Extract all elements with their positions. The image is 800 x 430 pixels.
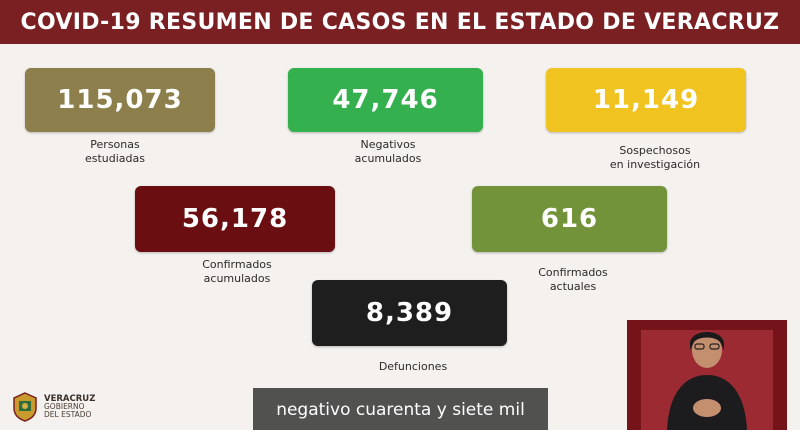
sign-language-interpreter-video — [627, 320, 787, 430]
stat-label-negativos-acumulados: Negativos acumulados — [333, 138, 443, 166]
stat-value: 11,149 — [592, 85, 700, 115]
label-line: estudiadas — [84, 152, 146, 165]
label-line: acumulados — [203, 272, 271, 285]
stat-value: 47,746 — [332, 85, 439, 115]
stat-box-negativos-acumulados: 47,746 — [288, 68, 483, 132]
live-caption: negativo cuarenta y siete mil — [253, 388, 548, 430]
page-title: COVID-19 RESUMEN DE CASOS EN EL ESTADO D… — [20, 9, 780, 35]
label-line: Confirmados — [538, 266, 608, 279]
stat-box-confirmados-acumulados: 56,178 — [135, 186, 335, 252]
stat-value: 115,073 — [57, 85, 183, 115]
label-line: acumulados — [354, 152, 422, 165]
caption-text: negativo cuarenta y siete mil — [276, 400, 525, 420]
stat-label-confirmados-actuales: Confirmados actuales — [518, 266, 628, 294]
logo-text: VERACRUZ GOBIERNO DEL ESTADO — [44, 395, 95, 419]
logo-line: GOBIERNO — [44, 402, 85, 411]
label-line: Sospechosos — [619, 144, 691, 157]
label-line: en investigación — [609, 158, 701, 171]
stat-box-personas-estudiadas: 115,073 — [25, 68, 215, 132]
stat-value: 56,178 — [181, 204, 289, 234]
title-banner: COVID-19 RESUMEN DE CASOS EN EL ESTADO D… — [0, 0, 800, 44]
interpreter-person-icon — [667, 332, 747, 430]
label-line: Personas — [90, 138, 140, 151]
stat-label-sospechosos: Sospechosos en investigación — [590, 144, 720, 172]
stat-box-confirmados-actuales: 616 — [472, 186, 667, 252]
label-line: actuales — [549, 280, 597, 293]
label-line: Negativos — [360, 138, 416, 151]
stat-value: 616 — [540, 204, 599, 234]
logo-line: VERACRUZ — [44, 394, 96, 404]
stat-label-confirmados-acumulados: Confirmados acumulados — [182, 258, 292, 286]
stat-label-personas-estudiadas: Personas estudiadas — [60, 138, 170, 166]
government-logo: VERACRUZ GOBIERNO DEL ESTADO — [12, 392, 95, 422]
stat-label-defunciones: Defunciones — [358, 360, 468, 374]
state-seal-icon — [13, 392, 37, 422]
logo-line: DEL ESTADO — [44, 410, 92, 419]
stat-box-defunciones: 8,389 — [312, 280, 507, 346]
label-line: Confirmados — [202, 258, 272, 271]
label-line: Defunciones — [378, 360, 448, 373]
stat-box-sospechosos: 11,149 — [546, 68, 746, 132]
stat-value: 8,389 — [365, 298, 454, 328]
